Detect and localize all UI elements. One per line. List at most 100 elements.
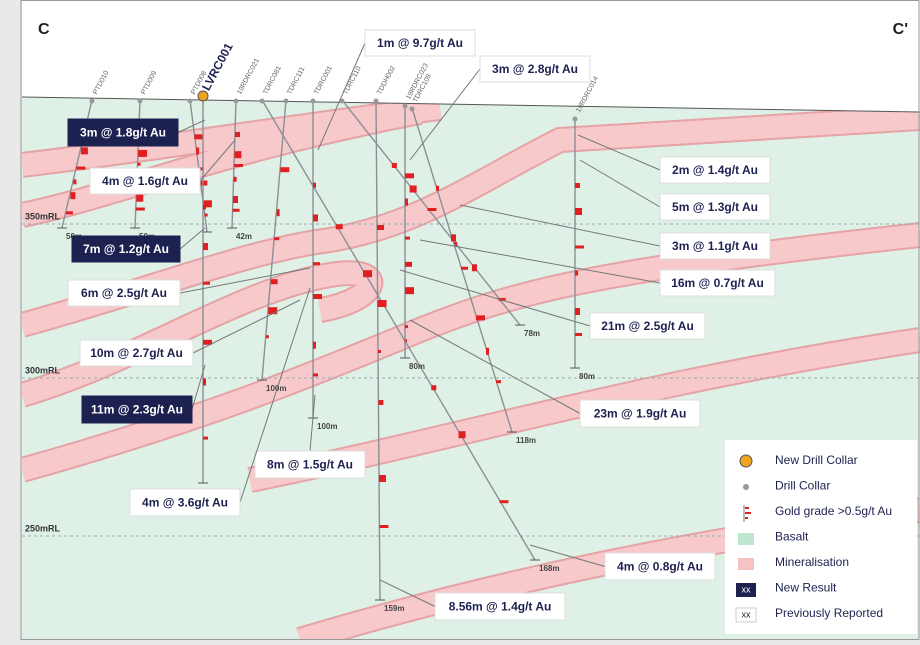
callout-text: 8m @ 1.5g/t Au <box>267 458 353 472</box>
collar <box>90 99 95 104</box>
collar <box>188 99 193 104</box>
gold-grade <box>575 246 584 249</box>
gold-grade <box>136 208 145 211</box>
legend-label: New Drill Collar <box>775 453 858 467</box>
gold-grade <box>476 315 485 320</box>
legend-label: New Result <box>775 581 837 595</box>
hole-depth: 118m <box>516 436 536 445</box>
page: {"section": {"left_label": "C", "right_l… <box>0 0 920 640</box>
gold-grade <box>274 237 279 240</box>
collar <box>260 99 265 104</box>
gold-grade <box>271 279 278 284</box>
gold-grade <box>138 150 147 157</box>
collar <box>374 99 379 104</box>
collar <box>573 117 578 122</box>
gold-grade <box>459 431 466 438</box>
collar <box>410 107 415 112</box>
collar <box>403 104 408 109</box>
gold-grade <box>405 287 414 294</box>
gold-grade <box>405 173 414 178</box>
margin <box>0 0 20 640</box>
gold-grade <box>235 132 240 137</box>
gold-grade <box>234 164 243 167</box>
callout-text: 2m @ 1.4g/t Au <box>672 163 758 177</box>
gold-grade <box>313 183 316 188</box>
callout-text: 5m @ 1.3g/t Au <box>672 200 758 214</box>
callout-text: 3m @ 1.1g/t Au <box>672 239 758 253</box>
section-label: C <box>38 21 50 38</box>
gold-grade <box>203 379 206 386</box>
gold-grade <box>205 214 208 217</box>
hole-depth: 159m <box>384 604 404 613</box>
legend-icon <box>743 484 749 490</box>
gold-grade <box>313 214 318 221</box>
gold-grade <box>203 282 210 285</box>
callout-text: 1m @ 9.7g/t Au <box>377 36 463 50</box>
hole-depth: 80m <box>409 362 425 371</box>
gold-grade <box>410 186 417 193</box>
callout-text: 10m @ 2.7g/t Au <box>90 346 183 360</box>
legend-label: Gold grade >0.5g/t Au <box>775 504 892 518</box>
gold-grade <box>575 333 582 336</box>
gold-grade <box>194 134 203 139</box>
gold-grade <box>277 209 280 216</box>
gold-grade <box>73 179 76 184</box>
collar <box>138 99 143 104</box>
gold-grade <box>378 400 383 405</box>
hole-depth: 80m <box>579 372 595 381</box>
gold-grade <box>234 151 241 158</box>
hole-depth: 100m <box>317 422 337 431</box>
new-collar <box>198 91 208 101</box>
gold-grade <box>575 208 582 215</box>
gold-grade <box>405 199 408 206</box>
gold-grade <box>431 385 436 390</box>
gold-grade <box>575 271 578 276</box>
collar <box>234 99 239 104</box>
hole-depth: 78m <box>524 329 540 338</box>
callout-text: 16m @ 0.7g/t Au <box>671 276 764 290</box>
gold-grade <box>575 308 580 315</box>
legend-swatch-text: xx <box>742 584 752 594</box>
gold-grade <box>234 177 237 182</box>
gold-grade <box>280 167 289 172</box>
hole-depth: 42m <box>236 232 252 241</box>
gold-grade <box>66 211 73 214</box>
legend-label: Basalt <box>775 530 809 544</box>
gold-grade <box>377 225 384 230</box>
gold-grade <box>313 342 316 349</box>
hole-depth: 168m <box>539 564 559 573</box>
gold-grade <box>378 350 381 353</box>
callout-text: 7m @ 1.2g/t Au <box>83 242 169 256</box>
gold-grade <box>313 294 322 299</box>
callout-text: 4m @ 0.8g/t Au <box>617 560 703 574</box>
legend-label: Previously Reported <box>775 606 883 620</box>
rl-label: 350mRL <box>25 211 61 221</box>
gold-grade <box>451 234 456 241</box>
gold-grade <box>196 148 199 155</box>
gold-grade <box>496 380 501 383</box>
gold-grade <box>378 300 387 307</box>
gold-grade <box>233 196 238 203</box>
gold-grade <box>233 209 240 212</box>
callout-text: 3m @ 2.8g/t Au <box>492 62 578 76</box>
gold-grade <box>436 186 439 191</box>
legend-icon <box>740 455 752 467</box>
gold-grade <box>70 192 75 199</box>
legend: xx xx <box>725 440 917 634</box>
section-label: C' <box>893 21 908 38</box>
gold-grade <box>336 224 343 229</box>
gold-grade <box>405 237 410 240</box>
gold-grade <box>200 181 207 186</box>
gold-grade <box>363 270 372 277</box>
callout-text: 4m @ 3.6g/t Au <box>142 496 228 510</box>
gold-grade <box>486 348 489 355</box>
rl-label: 300mRL <box>25 365 61 375</box>
legend-label: Mineralisation <box>775 555 849 569</box>
gold-grade <box>379 475 386 482</box>
legend-label: Drill Collar <box>775 479 830 493</box>
gold-grade <box>138 163 141 166</box>
callout-text: 4m @ 1.6g/t Au <box>102 174 188 188</box>
gold-grade <box>313 262 320 265</box>
gold-grade <box>266 335 269 338</box>
rl-label: 250mRL <box>25 523 61 533</box>
